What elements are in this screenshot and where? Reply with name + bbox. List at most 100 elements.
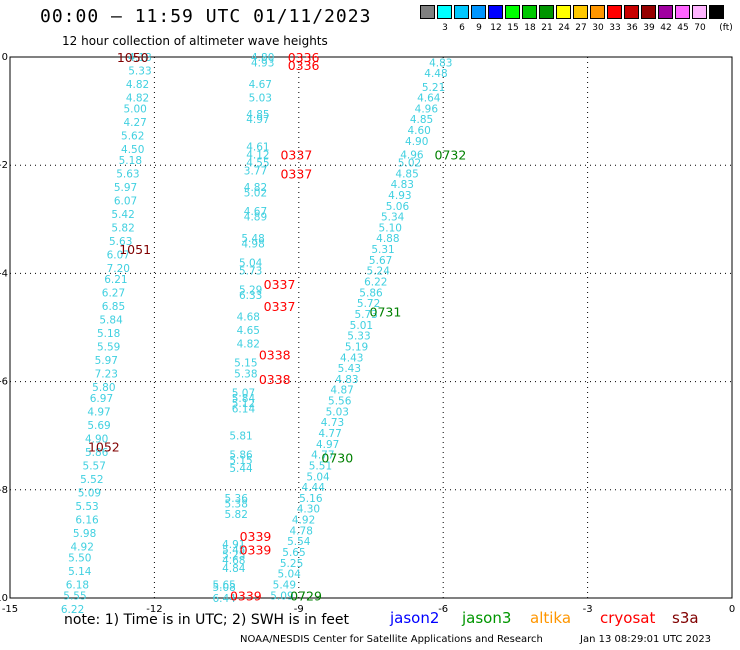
wave-height-value: 4.18 — [128, 52, 151, 64]
wave-height-value: 5.57 — [83, 460, 106, 472]
wave-height-value: 4.97 — [87, 406, 110, 418]
page-subtitle: 12 hour collection of altimeter wave hei… — [62, 34, 328, 48]
pass-time-label: 0730 — [321, 450, 353, 465]
wave-height-value: 4.55 — [246, 157, 269, 169]
pass-time-label: 0731 — [370, 304, 402, 319]
legend-jason3: jason3 — [462, 609, 512, 627]
colorbar-label: 45 — [677, 23, 689, 33]
wave-height-value: 5.62 — [121, 130, 144, 142]
wave-height-value: 5.14 — [68, 566, 92, 578]
wave-height-value: 5.82 — [225, 509, 248, 521]
wave-height-value: 4.82 — [126, 79, 149, 91]
colorbar-swatch — [573, 5, 588, 19]
wave-height-value: 4.80 — [251, 52, 274, 64]
pass-time-label: 0336 — [288, 50, 320, 65]
pass-time-label: 0337 — [264, 277, 296, 292]
colorbar-swatch — [539, 5, 554, 19]
wave-height-value: 5.00 — [123, 103, 146, 115]
pass-time-label: 0337 — [280, 166, 312, 181]
wave-height-value: 5.49 — [273, 579, 296, 591]
wave-height-value: 5.19 — [345, 341, 368, 353]
wave-height-value: 4.92 — [292, 515, 315, 527]
pass-time-label: 0339 — [240, 542, 272, 557]
colorbar-label: 9 — [476, 23, 482, 33]
wave-height-value: 5.56 — [328, 396, 352, 408]
wave-height-value: 5.29 — [239, 285, 262, 297]
wave-height-value: 5.73 — [354, 309, 377, 321]
wave-height-value: 6.97 — [90, 393, 113, 405]
wave-height-value: 4.83 — [429, 57, 452, 69]
pass-time-label: 1052 — [88, 440, 120, 455]
wave-height-value: 3.77 — [244, 166, 267, 178]
colorbar-label: 36 — [626, 23, 638, 33]
y-tick-label: -10 — [0, 593, 8, 604]
wave-height-value: 4.85 — [246, 109, 269, 121]
wave-height-value: 5.03 — [326, 406, 349, 418]
legend-cryosat: cryosat — [600, 609, 656, 627]
wave-height-value: 5.81 — [229, 431, 252, 443]
wave-height-value: 5.84 — [99, 314, 123, 326]
x-tick-label: -6 — [438, 604, 448, 615]
plot-frame — [9, 56, 733, 599]
wave-height-value: 6.44 — [212, 593, 236, 605]
colorbar-swatch — [624, 5, 639, 19]
wave-height-value: 4.77 — [318, 428, 341, 440]
y-tick-label: -4 — [0, 268, 8, 279]
colorbar-label: 24 — [558, 23, 570, 33]
y-tick-label: -2 — [0, 160, 8, 171]
wave-height-value: 5.45 — [222, 544, 245, 556]
colorbar-label: 3 — [442, 23, 448, 33]
colorbar-label: 15 — [507, 23, 519, 33]
wave-height-value: 5.06 — [386, 201, 410, 213]
wave-height-value: 5.44 — [229, 463, 253, 475]
pass-time-label: 0337 — [280, 147, 312, 162]
colorbar-label: 27 — [575, 23, 587, 33]
wave-height-value: 5.02 — [398, 157, 421, 169]
colorbar-label: 21 — [541, 23, 553, 33]
wave-height-value: 5.82 — [111, 222, 134, 234]
wave-height-value: 4.61 — [246, 141, 269, 153]
colorbar-swatch — [658, 5, 673, 19]
wave-height-value: 5.21 — [422, 82, 445, 94]
colorbar-swatch — [420, 5, 435, 19]
wave-height-value: 5.73 — [239, 266, 262, 278]
x-tick-label: -3 — [583, 604, 593, 615]
x-tick-label: 0 — [729, 604, 735, 615]
wave-height-value: 4.68 — [222, 555, 245, 567]
wave-height-value: 5.65 — [282, 547, 305, 559]
pass-time-label: 0338 — [259, 372, 291, 387]
wave-height-value: 4.12 — [246, 149, 269, 161]
wave-height-value: 5.02 — [244, 187, 267, 199]
wave-height-value: 5.69 — [87, 420, 110, 432]
colorbar-label: 39 — [643, 23, 655, 33]
pass-time-label: 0339 — [240, 529, 272, 544]
colorbar-swatch — [641, 5, 656, 19]
wave-height-value: 4.84 — [222, 563, 246, 575]
wave-height-value: 5.67 — [369, 255, 392, 267]
wave-height-value: 4.90 — [405, 136, 428, 148]
wave-height-value: 4.30 — [297, 504, 320, 516]
colorbar-swatch — [505, 5, 520, 19]
wave-height-value: 5.55 — [63, 590, 86, 602]
wave-height-value: 4.78 — [290, 525, 313, 537]
colorbar-label: 18 — [524, 23, 536, 33]
colorbar-swatch — [692, 5, 707, 19]
wave-height-value: 5.15 — [229, 455, 252, 467]
wave-height-value: 4.64 — [417, 93, 441, 105]
wave-height-value: 5.25 — [222, 550, 245, 562]
wave-height-value: 5.63 — [109, 236, 132, 248]
wave-height-value: 7.20 — [107, 263, 130, 275]
colorbar-swatch — [437, 5, 452, 19]
colorbar-label: 12 — [490, 23, 502, 33]
wave-height-value: 4.98 — [241, 239, 264, 251]
pass-time-label: 1050 — [117, 50, 149, 65]
wave-height-value: 6.21 — [104, 274, 127, 286]
wave-height-value: 6.22 — [61, 604, 84, 616]
wave-height-value: 5.09 — [270, 590, 293, 602]
wave-height-value: 5.04 — [277, 569, 301, 581]
x-tick-label: -15 — [2, 604, 18, 615]
wave-height-value: 5.33 — [347, 331, 370, 343]
colorbar-swatch — [556, 5, 571, 19]
wave-height-value: 5.86 — [229, 450, 253, 462]
wave-height-value: 4.87 — [330, 385, 353, 397]
